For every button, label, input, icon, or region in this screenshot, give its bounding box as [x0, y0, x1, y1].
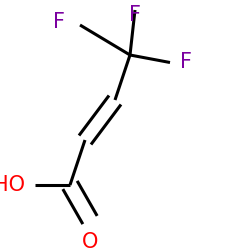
Text: F: F [129, 5, 141, 25]
Text: F: F [53, 12, 65, 32]
Text: O: O [82, 232, 98, 250]
Text: F: F [180, 52, 192, 72]
Text: HO: HO [0, 175, 25, 195]
